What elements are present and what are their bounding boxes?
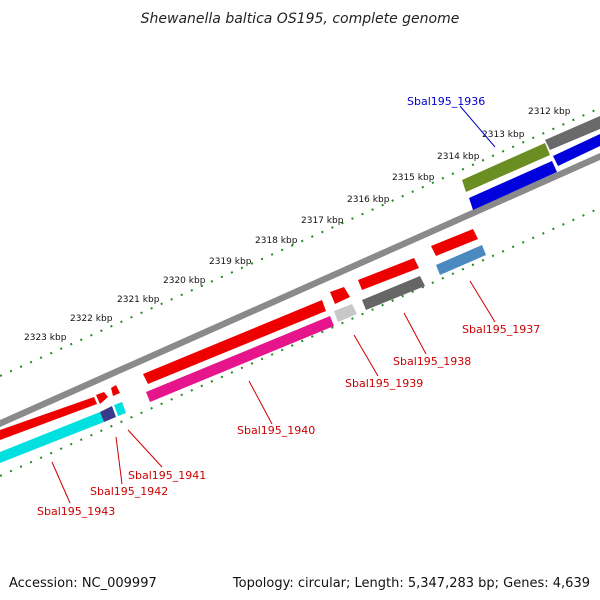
gene-label-1936[interactable]: Sbal195_1936 xyxy=(407,95,485,108)
genome-backbone xyxy=(0,153,600,427)
gene-1942-navy[interactable] xyxy=(100,406,116,422)
gene-1939-lightgray[interactable] xyxy=(334,304,357,322)
gene-1941-arrow[interactable] xyxy=(111,385,120,396)
forward-genes xyxy=(0,116,600,440)
tick-label: 2316 kbp xyxy=(347,195,390,205)
tick-label: 2321 kbp xyxy=(117,295,160,305)
tick-labels: 2312 kbp 2313 kbp 2314 kbp 2315 kbp 2316… xyxy=(24,107,571,343)
gene-1939-arrow[interactable] xyxy=(330,287,350,304)
tick-label: 2314 kbp xyxy=(437,152,480,162)
gene-1942-arrow[interactable] xyxy=(96,392,108,404)
tick-label: 2322 kbp xyxy=(70,314,113,324)
gene-1943-cyan[interactable] xyxy=(0,412,104,463)
accession-text: Accession: NC_009997 xyxy=(9,576,157,591)
gene-1941-cyan[interactable] xyxy=(114,402,126,416)
gene-1937-arrow[interactable] xyxy=(431,229,478,256)
gene-1937-steelblue[interactable] xyxy=(436,245,486,275)
gene-label-1937[interactable]: Sbal195_1937 xyxy=(462,323,540,336)
gene-label-1941[interactable]: Sbal195_1941 xyxy=(128,469,206,482)
gene-labels: Sbal195_1936 Sbal195_1937 Sbal195_1938 S… xyxy=(37,95,540,518)
gene-1938-gray[interactable] xyxy=(362,276,425,310)
tick-label: 2312 kbp xyxy=(528,107,571,117)
gene-1936-blue-upper[interactable] xyxy=(553,134,600,166)
gene-1943-arrow[interactable] xyxy=(0,397,97,440)
gene-1940-arrow[interactable] xyxy=(143,300,326,384)
topology-text: Topology: circular; Length: 5,347,283 bp… xyxy=(232,576,590,591)
gene-label-1940[interactable]: Sbal195_1940 xyxy=(237,424,315,437)
gene-1938-arrow[interactable] xyxy=(358,258,419,290)
map-title: Shewanella baltica OS195, complete genom… xyxy=(141,11,460,27)
gene-1940-magenta[interactable] xyxy=(146,316,334,402)
tick-label: 2323 kbp xyxy=(24,333,67,343)
tick-label: 2319 kbp xyxy=(209,257,252,267)
tick-label: 2315 kbp xyxy=(392,173,435,183)
gene-label-1943[interactable]: Sbal195_1943 xyxy=(37,505,115,518)
reverse-genes xyxy=(0,134,600,463)
gene-1936-blue-lower[interactable] xyxy=(469,161,557,210)
tick-label: 2317 kbp xyxy=(301,216,344,226)
gene-label-1938[interactable]: Sbal195_1938 xyxy=(393,355,471,368)
gene-gray-top[interactable] xyxy=(545,116,600,150)
tick-label: 2320 kbp xyxy=(163,276,206,286)
gene-label-1942[interactable]: Sbal195_1942 xyxy=(90,485,168,498)
tick-label: 2313 kbp xyxy=(482,130,525,140)
gene-label-1939[interactable]: Sbal195_1939 xyxy=(345,377,423,390)
leader-lines xyxy=(51,105,496,504)
tick-label: 2318 kbp xyxy=(255,236,298,246)
gene-olive-arrow[interactable] xyxy=(462,143,550,192)
